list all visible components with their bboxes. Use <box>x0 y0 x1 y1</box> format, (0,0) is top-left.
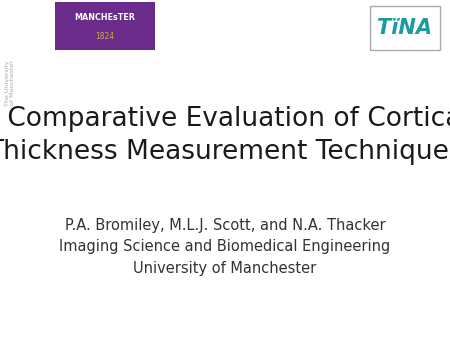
FancyBboxPatch shape <box>55 2 155 50</box>
Text: MANCHEsTER: MANCHEsTER <box>75 13 135 22</box>
Text: TïNA: TïNA <box>378 18 432 38</box>
Text: A Comparative Evaluation of Cortical
Thickness Measurement Techniques: A Comparative Evaluation of Cortical Thi… <box>0 106 450 165</box>
Text: P.A. Bromiley, M.L.J. Scott, and N.A. Thacker
Imaging Science and Biomedical Eng: P.A. Bromiley, M.L.J. Scott, and N.A. Th… <box>59 218 391 276</box>
Text: The University
of Manchester: The University of Manchester <box>4 60 15 105</box>
Text: 1824: 1824 <box>95 32 115 41</box>
FancyBboxPatch shape <box>370 6 440 50</box>
